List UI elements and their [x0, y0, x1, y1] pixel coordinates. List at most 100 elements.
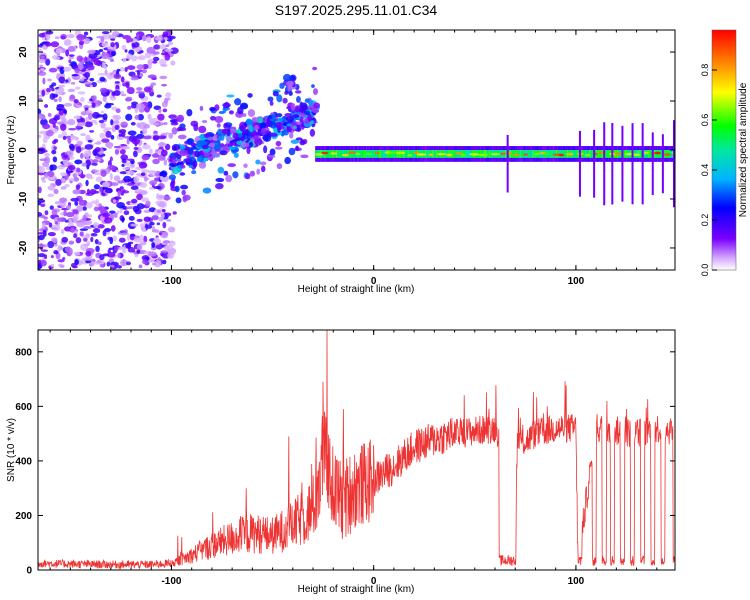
noise-blob: [126, 87, 135, 95]
carrier-band: [588, 150, 590, 158]
signal-blob: [269, 100, 274, 106]
noise-blob: [143, 86, 152, 93]
signal-blob: [290, 103, 296, 111]
noise-blob: [58, 84, 66, 88]
noise-blob: [53, 98, 58, 102]
noise-blob: [94, 142, 102, 145]
noise-blob: [143, 235, 148, 243]
noise-blob: [85, 259, 92, 264]
noise-blob: [116, 68, 121, 72]
signal-blob: [196, 156, 203, 163]
signal-blob: [295, 145, 299, 151]
noise-blob: [38, 232, 45, 235]
noise-blob: [143, 123, 150, 129]
noise-blob: [141, 154, 150, 161]
signal-blob: [182, 195, 188, 203]
noise-blob: [121, 163, 125, 167]
noise-blob: [87, 49, 96, 55]
signal-blob: [309, 128, 316, 137]
signal-blob: [263, 145, 268, 154]
noise-blob: [150, 82, 157, 86]
signal-blob: [310, 120, 315, 124]
carrier-band: [584, 150, 587, 158]
noise-blob: [152, 153, 159, 158]
signal-blob: [289, 132, 294, 139]
snr-x-tick-label: -100: [161, 576, 181, 587]
carrier-band: [426, 150, 429, 158]
signal-blob: [267, 114, 273, 119]
noise-blob: [83, 150, 91, 158]
noise-blob: [125, 37, 134, 43]
signal-blob: [240, 136, 245, 142]
carrier-band: [527, 150, 530, 158]
carrier-peak: [632, 153, 641, 157]
signal-blob: [171, 127, 178, 135]
noise-blob: [127, 130, 137, 136]
signal-blob: [227, 143, 233, 148]
signal-blob: [286, 123, 292, 127]
noise-blob: [89, 84, 93, 88]
snr-x-tick-label: 0: [371, 576, 377, 587]
noise-blob: [76, 221, 85, 227]
signal-blob: [270, 133, 278, 137]
noise-blob: [142, 135, 152, 140]
carrier-band: [360, 150, 363, 158]
noise-blob: [102, 113, 108, 121]
spectrogram-y-tick-label: 20: [18, 46, 29, 58]
noise-blob: [169, 47, 179, 54]
signal-blob: [225, 136, 233, 142]
noise-blob: [91, 102, 96, 108]
noise-blob: [116, 265, 123, 269]
noise-blob: [48, 67, 58, 73]
noise-blob: [114, 245, 119, 252]
noise-blob: [125, 113, 133, 121]
carrier-band: [387, 150, 390, 158]
noise-blob: [52, 224, 61, 232]
carrier-band: [361, 150, 364, 158]
noise-blob: [141, 35, 147, 42]
noise-blob: [85, 250, 92, 257]
carrier-band: [391, 150, 394, 158]
signal-blob: [199, 105, 204, 111]
noise-blob: [156, 209, 162, 213]
carrier-band: [396, 150, 398, 158]
noise-blob: [93, 58, 100, 66]
carrier-band: [411, 150, 414, 158]
carrier-band: [353, 150, 355, 158]
carrier-band: [407, 150, 410, 158]
noise-blob: [54, 221, 58, 225]
noise-blob: [65, 79, 69, 83]
carrier-peak: [314, 153, 324, 156]
carrier-band: [622, 150, 625, 158]
noise-blob: [155, 194, 165, 201]
carrier-band: [511, 150, 514, 158]
noise-blob: [67, 118, 76, 126]
signal-blob: [275, 113, 283, 118]
carrier-band: [433, 150, 435, 158]
carrier-band: [660, 150, 663, 158]
noise-blob: [103, 217, 113, 224]
noise-blob: [138, 264, 143, 269]
noise-blob: [67, 88, 76, 93]
noise-blob: [130, 185, 139, 190]
noise-blob: [131, 41, 140, 48]
noise-blob: [165, 44, 170, 47]
noise-blob: [38, 32, 46, 38]
noise-blob: [49, 124, 53, 131]
carrier-band: [432, 150, 435, 158]
noise-blob: [53, 116, 60, 121]
noise-blob: [153, 186, 162, 190]
noise-blob: [42, 77, 46, 85]
noise-blob: [130, 121, 136, 126]
carrier-peak: [565, 152, 575, 156]
signal-blob: [187, 147, 194, 156]
carrier-band: [606, 150, 608, 158]
noise-blob: [80, 96, 85, 103]
signal-blob: [180, 145, 186, 150]
carrier-band: [380, 150, 383, 158]
noise-blob: [83, 225, 92, 230]
noise-blob: [90, 236, 94, 243]
noise-blob: [38, 147, 46, 155]
